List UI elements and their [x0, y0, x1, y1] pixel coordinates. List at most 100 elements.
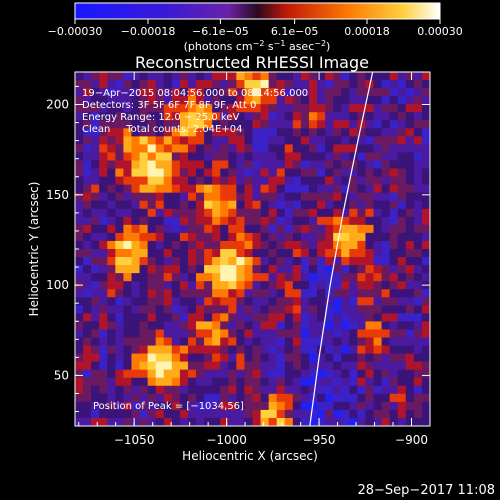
- heatmap-cell: [300, 353, 310, 363]
- heatmap-cell: [204, 216, 213, 226]
- heatmap-cell: [187, 369, 197, 379]
- heatmap-cell: [147, 297, 157, 306]
- heatmap-cell: [317, 112, 326, 121]
- heatmap-cell: [220, 104, 229, 113]
- heatmap-cell: [163, 96, 173, 105]
- heatmap-cell: [381, 401, 391, 411]
- heatmap-cell: [357, 297, 366, 306]
- heatmap-cell: [349, 409, 358, 419]
- heatmap-cell: [91, 377, 100, 387]
- heatmap-cell: [212, 72, 221, 81]
- heatmap-cell: [163, 361, 173, 371]
- heatmap-cell: [163, 353, 173, 363]
- heatmap-cell: [365, 96, 375, 105]
- heatmap-cell: [131, 200, 141, 210]
- heatmap-cell: [300, 273, 310, 282]
- heatmap-cell: [99, 176, 108, 186]
- heatmap-cell: [252, 305, 262, 314]
- heatmap-cell: [349, 257, 358, 266]
- heatmap-cell: [381, 337, 391, 347]
- heatmap-cell: [179, 385, 189, 395]
- heatmap-cell: [196, 281, 205, 290]
- heatmap-cell: [317, 232, 326, 242]
- heatmap-cell: [196, 168, 205, 178]
- heatmap-cell: [413, 176, 423, 186]
- heatmap-cell: [308, 232, 318, 242]
- heatmap-cell: [171, 176, 181, 186]
- heatmap-cell: [220, 208, 229, 218]
- heatmap-cell: [115, 401, 124, 411]
- heatmap-cell: [317, 321, 326, 330]
- heatmap-cell: [139, 305, 149, 314]
- heatmap-cell: [333, 305, 342, 314]
- heatmap-cell: [397, 96, 407, 105]
- heatmap-cell: [91, 240, 100, 250]
- heatmap-cell: [196, 112, 205, 121]
- heatmap-cell: [220, 345, 229, 355]
- heatmap-cell: [308, 128, 318, 137]
- heatmap-cell: [421, 417, 430, 426]
- heatmap-cell: [147, 168, 157, 178]
- heatmap-cell: [349, 281, 358, 290]
- heatmap-cell: [268, 160, 278, 170]
- heatmap-cell: [292, 305, 302, 314]
- colorbar-tick-label: −0.00030: [48, 25, 103, 38]
- heatmap-cell: [284, 184, 294, 194]
- heatmap-cell: [147, 321, 157, 330]
- heatmap-cell: [196, 393, 205, 403]
- heatmap-cell: [421, 385, 430, 395]
- heatmap-cell: [357, 144, 366, 153]
- heatmap-cell: [325, 273, 334, 282]
- heatmap-cell: [204, 297, 213, 306]
- heatmap-cell: [413, 80, 423, 89]
- heatmap-cell: [381, 192, 391, 202]
- heatmap-cell: [317, 377, 326, 387]
- heatmap-cell: [212, 88, 221, 97]
- heatmap-cell: [405, 224, 415, 234]
- heatmap-cell: [260, 168, 270, 178]
- heatmap-cell: [107, 385, 116, 395]
- heatmap-cell: [139, 176, 149, 186]
- heatmap-cell: [220, 289, 229, 298]
- heatmap-cell: [139, 184, 149, 194]
- heatmap-cell: [292, 369, 302, 379]
- heatmap-cell: [139, 120, 149, 129]
- heatmap-cell: [196, 297, 205, 306]
- heatmap-cell: [268, 232, 278, 242]
- annotation-detectors: Detectors: 3F 5F 6F 7F 8F 9F, Att 0: [82, 100, 256, 111]
- heatmap-cell: [204, 393, 213, 403]
- heatmap-cell: [179, 200, 189, 210]
- heatmap-cell: [349, 152, 358, 161]
- heatmap-cell: [179, 257, 189, 266]
- heatmap-cell: [139, 345, 149, 355]
- heatmap-cell: [236, 401, 245, 411]
- heatmap-cell: [115, 321, 124, 330]
- heatmap-cell: [413, 385, 423, 395]
- heatmap-cell: [373, 321, 383, 330]
- heatmap-cell: [292, 96, 302, 105]
- heatmap-cell: [163, 377, 173, 387]
- heatmap-cell: [268, 128, 278, 137]
- heatmap-cell: [107, 184, 116, 194]
- heatmap-cell: [284, 176, 294, 186]
- heatmap-cell: [349, 313, 358, 322]
- heatmap-cell: [341, 265, 350, 274]
- heatmap-cell: [260, 265, 270, 274]
- heatmap-cell: [284, 216, 294, 226]
- heatmap-cell: [139, 208, 149, 218]
- heatmap-cell: [268, 120, 278, 129]
- heatmap-cell: [204, 417, 213, 426]
- heatmap-cell: [220, 409, 229, 419]
- heatmap-cell: [397, 337, 407, 347]
- heatmap-cell: [163, 128, 173, 137]
- heatmap-cell: [317, 385, 326, 395]
- heatmap-cell: [115, 192, 124, 202]
- heatmap-cell: [204, 168, 213, 178]
- heatmap-cell: [187, 208, 197, 218]
- heatmap-cell: [381, 80, 391, 89]
- heatmap-cell: [212, 160, 221, 170]
- heatmap-cell: [123, 273, 132, 282]
- heatmap-cell: [276, 337, 286, 347]
- x-tick-label: −900: [395, 433, 428, 447]
- heatmap-cell: [308, 240, 318, 250]
